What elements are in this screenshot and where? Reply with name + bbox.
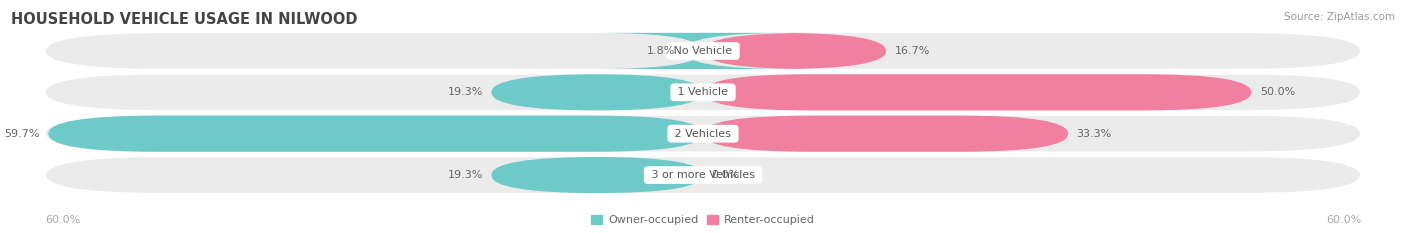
Text: 16.7%: 16.7% — [894, 46, 929, 56]
Text: 59.7%: 59.7% — [4, 129, 39, 139]
FancyBboxPatch shape — [593, 33, 793, 69]
Text: 0.0%: 0.0% — [711, 170, 740, 180]
FancyBboxPatch shape — [703, 116, 1069, 152]
Text: HOUSEHOLD VEHICLE USAGE IN NILWOOD: HOUSEHOLD VEHICLE USAGE IN NILWOOD — [11, 12, 357, 27]
FancyBboxPatch shape — [45, 156, 1361, 194]
FancyBboxPatch shape — [703, 33, 886, 69]
FancyBboxPatch shape — [491, 74, 703, 110]
Text: 60.0%: 60.0% — [1326, 215, 1361, 225]
FancyBboxPatch shape — [491, 157, 703, 193]
Text: 19.3%: 19.3% — [447, 170, 482, 180]
Text: No Vehicle: No Vehicle — [671, 46, 735, 56]
Text: Source: ZipAtlas.com: Source: ZipAtlas.com — [1284, 12, 1395, 22]
Text: 1 Vehicle: 1 Vehicle — [675, 87, 731, 97]
FancyBboxPatch shape — [45, 32, 1361, 70]
Text: 60.0%: 60.0% — [45, 215, 80, 225]
FancyBboxPatch shape — [45, 74, 1361, 111]
Text: 50.0%: 50.0% — [1260, 87, 1295, 97]
Text: 19.3%: 19.3% — [447, 87, 482, 97]
FancyBboxPatch shape — [703, 74, 1251, 110]
Text: 3 or more Vehicles: 3 or more Vehicles — [648, 170, 758, 180]
FancyBboxPatch shape — [45, 115, 1361, 152]
Text: 33.3%: 33.3% — [1077, 129, 1112, 139]
Text: 2 Vehicles: 2 Vehicles — [671, 129, 735, 139]
Text: 1.8%: 1.8% — [647, 46, 675, 56]
Legend: Owner-occupied, Renter-occupied: Owner-occupied, Renter-occupied — [586, 210, 820, 230]
FancyBboxPatch shape — [48, 116, 703, 152]
